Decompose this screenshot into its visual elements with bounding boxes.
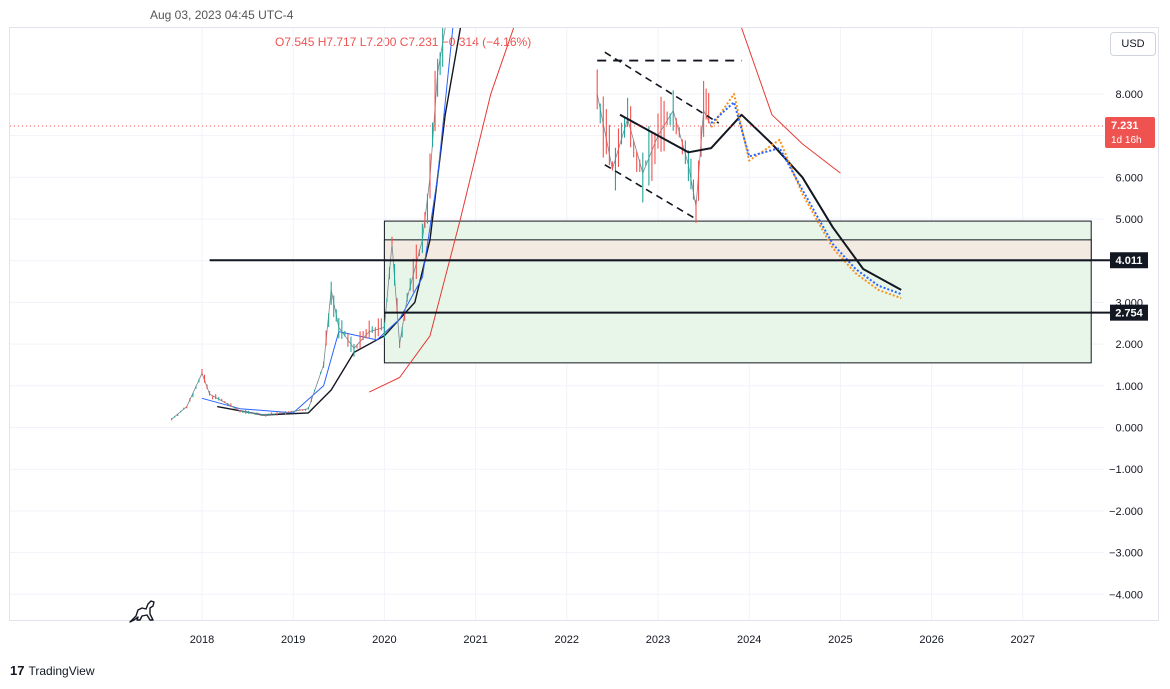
zone-beige	[383, 239, 1092, 262]
x-tick-label: 2024	[737, 634, 761, 646]
y-tick-label: 0.000	[1115, 423, 1143, 435]
x-tick-label: 2027	[1011, 634, 1035, 646]
series-price	[596, 93, 712, 207]
series-ma_200	[741, 28, 841, 174]
chart-header-datetime: Aug 03, 2023 04:45 UTC-4	[150, 8, 294, 22]
axis-label-bg-4.011	[1110, 252, 1148, 269]
x-tick-label: 2019	[281, 634, 305, 646]
series-ma_200	[368, 28, 515, 393]
tradingview-logo-mark: 17	[10, 663, 25, 678]
y-tick-label: 2.000	[1115, 339, 1143, 351]
axis-label-2.754: 2.754	[1115, 308, 1143, 320]
y-tick-label: 6.000	[1115, 172, 1143, 184]
y-tick-label: −2.000	[1109, 506, 1143, 518]
ohlc-readout: O7.545 H7.717 L7.200 C7.231 −0.314 (−4.1…	[275, 35, 532, 49]
tradingview-logo-text: TradingView	[28, 663, 95, 678]
current-price-countdown: 1d 16h	[1111, 135, 1142, 146]
y-tick-label: 1.000	[1115, 381, 1143, 393]
y-tick-label: 8.000	[1115, 89, 1143, 101]
current-price-label-bg	[1105, 116, 1155, 148]
x-tick-label: 2022	[555, 634, 579, 646]
series-projection_blue	[710, 101, 902, 296]
plot-area	[10, 28, 1104, 620]
x-tick-label: 2023	[646, 634, 670, 646]
series-projection_ma_black	[619, 113, 902, 291]
series-projection_orange	[710, 92, 902, 300]
y-tick-label: −3.000	[1109, 548, 1143, 560]
current-price-value: 7.231	[1111, 120, 1139, 132]
x-tick-label: 2018	[190, 634, 214, 646]
y-tick-label: 5.000	[1115, 214, 1143, 226]
y-tick-label: −4.000	[1109, 589, 1143, 601]
currency-button[interactable]: USD	[1110, 32, 1156, 56]
axis-label-4.011: 4.011	[1116, 255, 1143, 267]
x-tick-label: 2025	[828, 634, 852, 646]
wedge-lower	[604, 164, 697, 220]
y-tick-label: −1.000	[1109, 464, 1143, 476]
series-price	[171, 28, 446, 420]
x-tick-label: 2021	[463, 634, 487, 646]
wedge-upper	[604, 51, 720, 124]
dinosaur-icon	[129, 600, 155, 623]
series-ma_fast	[201, 28, 454, 414]
x-tick-label: 2020	[372, 634, 396, 646]
tradingview-logo[interactable]: 17 TradingView	[10, 663, 95, 678]
axis-label-bg-2.754	[1110, 304, 1148, 321]
x-tick-label: 2026	[919, 634, 943, 646]
chart-frame[interactable]	[9, 27, 1159, 621]
